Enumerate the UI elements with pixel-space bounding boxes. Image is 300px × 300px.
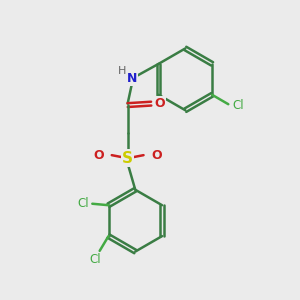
- Text: O: O: [152, 149, 162, 162]
- Text: N: N: [127, 72, 137, 85]
- Text: Cl: Cl: [89, 253, 101, 266]
- Text: H: H: [118, 66, 126, 76]
- Text: S: S: [122, 151, 133, 166]
- Text: Cl: Cl: [232, 99, 244, 112]
- Text: Cl: Cl: [78, 197, 89, 210]
- Text: O: O: [93, 149, 104, 162]
- Text: O: O: [154, 97, 165, 110]
